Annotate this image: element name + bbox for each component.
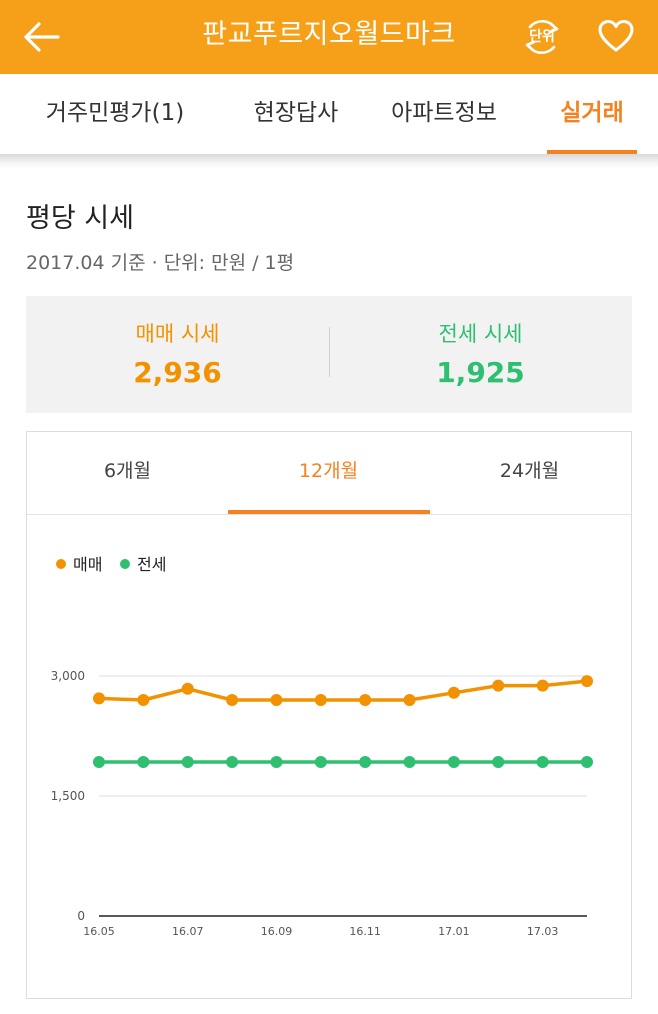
jeonse-price-summary: 전세 시세 1,925	[329, 296, 632, 413]
tab-resident-review[interactable]: 거주민평가(1)	[45, 100, 185, 126]
tabs-divider	[0, 154, 658, 168]
jeonse-price-value: 1,925	[436, 356, 525, 389]
data-point-1-5	[314, 756, 327, 768]
section-title: 평당 시세	[26, 203, 134, 234]
data-point-0-3	[226, 694, 239, 706]
period-tab-indicator	[228, 510, 430, 514]
legend-label-0: 매매	[73, 555, 102, 574]
unit-toggle-button[interactable]: 단위	[518, 13, 566, 61]
arrow-left-icon	[24, 22, 60, 52]
legend-label-1: 전세	[137, 555, 166, 574]
tab-real-transactions[interactable]: 실거래	[560, 100, 624, 126]
y-tick-label-2: 3,000	[51, 669, 85, 683]
data-point-0-2	[181, 682, 194, 695]
jeonse-price-label: 전세 시세	[438, 322, 523, 346]
period-tabs: 6개월 12개월 24개월	[27, 432, 631, 515]
period-tab-12m[interactable]: 12개월	[298, 460, 359, 482]
x-tick-label-0: 16.05	[83, 925, 115, 938]
legend-marker-0	[56, 559, 66, 569]
series-line-0	[98, 679, 588, 702]
price-line-chart: 매매 전세 0 1,500 3,000 16.05 16.07 16.09 16.11 17.01…	[51, 555, 593, 938]
page-title: 판교푸르지오월드마크	[202, 19, 456, 50]
refresh-circle-icon	[525, 19, 559, 55]
data-point-0-10	[536, 679, 549, 692]
data-point-0-7	[403, 694, 416, 706]
unit-button-label: 단위	[529, 29, 555, 45]
data-point-1-10	[536, 756, 549, 768]
data-point-0-11	[581, 675, 593, 688]
data-point-1-7	[403, 756, 416, 768]
data-point-1-8	[447, 756, 460, 768]
data-point-1-0	[93, 756, 105, 768]
data-point-1-1	[137, 756, 150, 768]
tab-apartment-info[interactable]: 아파트정보	[391, 100, 497, 126]
back-button[interactable]	[22, 19, 62, 55]
price-chart-card: 6개월 12개월 24개월 매매 전세 0 1,500 3,000 16.05 16.07 1…	[26, 431, 632, 999]
sale-price-value: 2,936	[133, 356, 222, 389]
period-tab-6m[interactable]: 6개월	[103, 460, 152, 482]
x-tick-label-5: 17.03	[527, 925, 559, 938]
favorite-button[interactable]	[596, 18, 636, 54]
x-tick-label-3: 16.11	[349, 925, 381, 938]
y-tick-label-1: 1,500	[51, 789, 85, 803]
main-tabs: 거주민평가(1) 현장답사 아파트정보 실거래	[0, 74, 658, 154]
app-bar: 판교푸르지오월드마크 단위	[0, 0, 658, 74]
data-point-0-5	[314, 694, 327, 706]
y-tick-label-0: 0	[77, 909, 85, 923]
price-summary-box: 매매 시세 2,936 전세 시세 1,925	[26, 296, 632, 413]
x-tick-label-2: 16.09	[261, 925, 293, 938]
data-point-0-8	[447, 686, 460, 699]
data-point-0-1	[137, 694, 150, 706]
section-subtitle: 2017.04 기준 · 단위: 만원 / 1평	[26, 252, 295, 274]
data-point-0-9	[492, 679, 505, 692]
data-point-1-9	[492, 756, 505, 768]
data-point-1-3	[226, 756, 239, 768]
summary-divider	[329, 327, 330, 377]
data-point-1-4	[270, 756, 283, 768]
legend-marker-1	[120, 559, 130, 569]
data-point-0-4	[270, 694, 283, 706]
data-point-1-11	[581, 756, 593, 768]
tab-site-visit[interactable]: 현장답사	[253, 100, 339, 126]
data-point-0-6	[359, 694, 372, 706]
x-tick-label-1: 16.07	[172, 925, 204, 938]
data-point-1-2	[181, 756, 194, 768]
x-tick-label-4: 17.01	[438, 925, 470, 938]
data-point-0-0	[93, 692, 105, 705]
period-tab-24m[interactable]: 24개월	[499, 460, 560, 482]
sale-price-label: 매매 시세	[135, 322, 220, 346]
active-tab-indicator	[547, 150, 637, 154]
heart-outline-icon	[598, 20, 634, 52]
data-point-1-6	[359, 756, 372, 768]
sale-price-summary: 매매 시세 2,936	[26, 296, 329, 413]
